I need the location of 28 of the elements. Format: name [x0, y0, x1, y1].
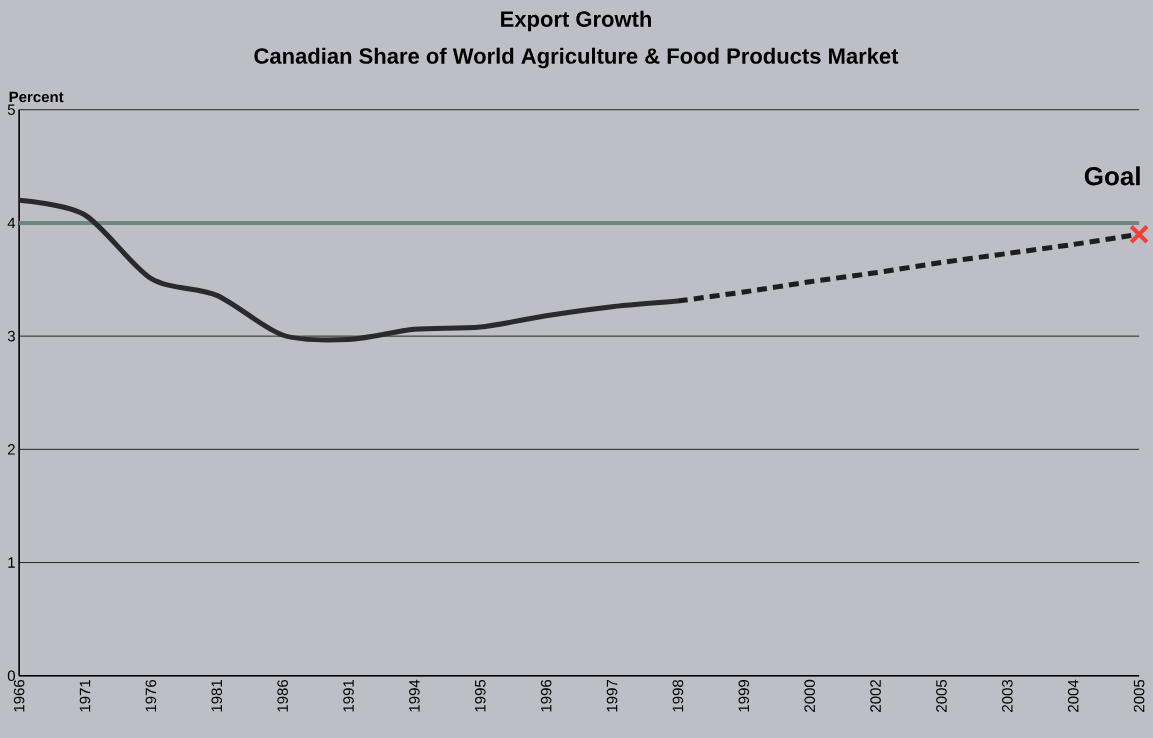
x-tick-label: 1991 — [343, 680, 354, 712]
y-tick-label: 2 — [7, 444, 15, 455]
x-tick-label: 2002 — [870, 680, 881, 712]
x-tick-label: 2003 — [1002, 679, 1013, 712]
x-tick-label: 1976 — [145, 679, 157, 712]
x-tick-label: 1966 — [13, 679, 25, 712]
y-tick-label: 4 — [7, 217, 16, 229]
x-tick-label: 1999 — [738, 679, 750, 712]
x-tick-label: 1997 — [606, 680, 618, 712]
x-tick-label: 1986 — [277, 679, 288, 712]
y-tick-label: 5 — [7, 104, 15, 115]
y-tick-label: 1 — [8, 557, 15, 568]
y-tick-label: 3 — [7, 330, 15, 342]
x-tick-label: 1994 — [409, 679, 420, 712]
y-tick-label: 0 — [7, 670, 15, 682]
x-tick-label: 1998 — [672, 679, 684, 712]
chart-title: Export Growth — [501, 10, 652, 32]
y-axis-title: Percent — [9, 91, 64, 103]
x-tick-label: 1981 — [211, 680, 223, 712]
annotation: Goal — [1084, 166, 1140, 186]
x-tick-label: 2000 — [804, 679, 815, 712]
x-tick-label: 2004 — [1067, 679, 1079, 712]
x-tick-label: 1971 — [79, 680, 91, 712]
x-tick-label: 1995 — [474, 679, 486, 712]
x-tick-label: 2005 — [1133, 679, 1145, 712]
chart-subtitle: Canadian Share of World Agriculture & Food Products Market — [254, 47, 899, 69]
x-tick-label: 1996 — [540, 679, 552, 712]
x-tick-label: 2005 — [936, 679, 947, 712]
